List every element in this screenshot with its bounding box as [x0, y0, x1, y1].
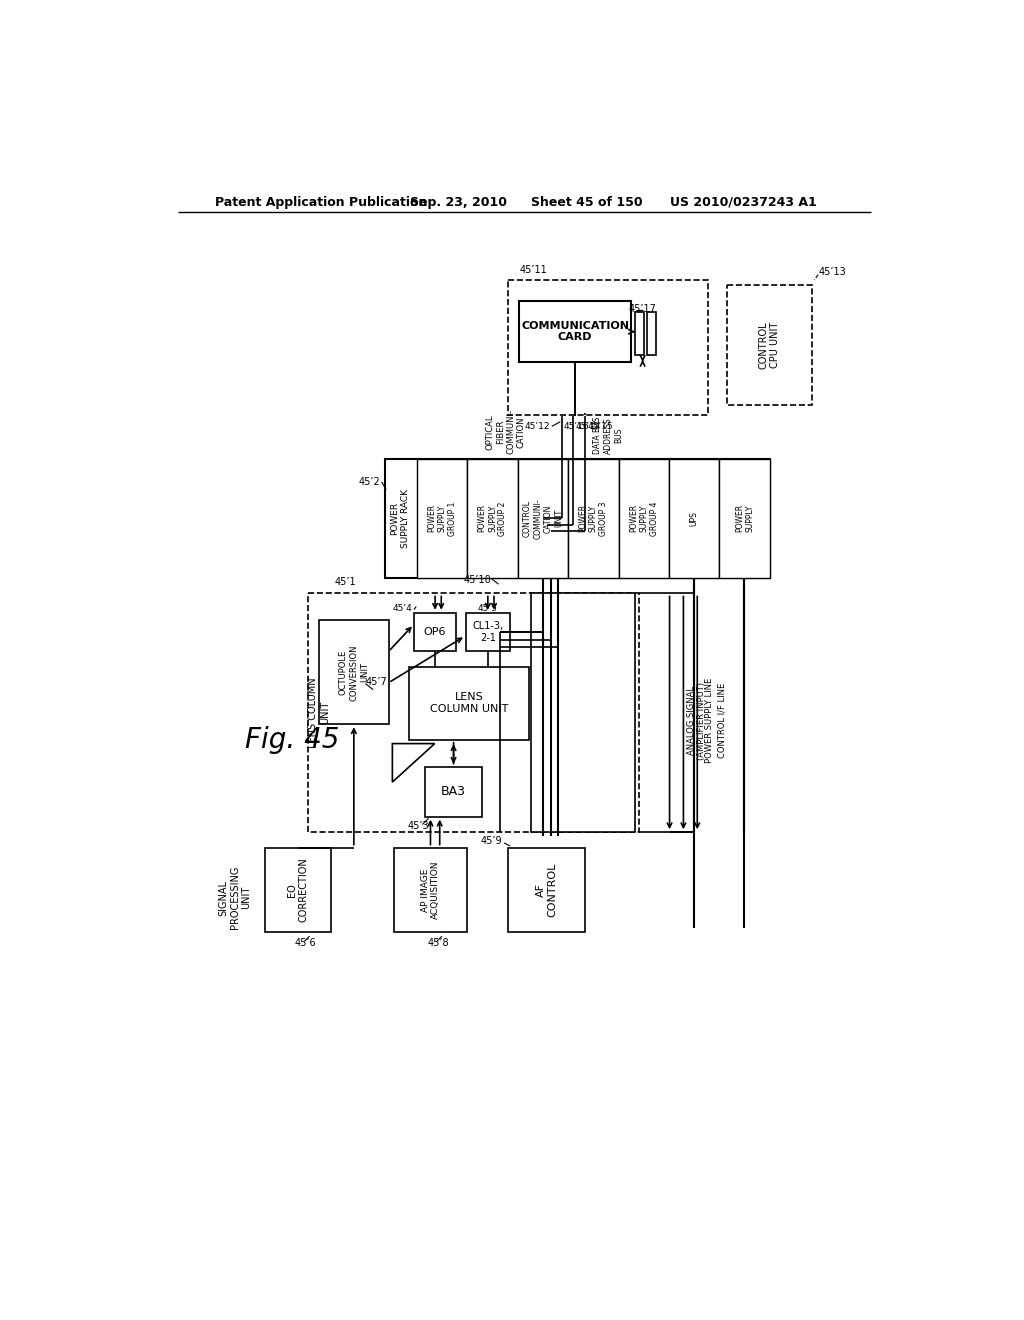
Text: CONTROL
COMMUNI-
CATION
UNIT: CONTROL COMMUNI- CATION UNIT: [523, 498, 563, 539]
Text: Patent Application Publication: Patent Application Publication: [215, 195, 428, 209]
Bar: [265, 847, 331, 932]
Text: 45’6: 45’6: [295, 939, 316, 948]
Text: US 2010/0237243 A1: US 2010/0237243 A1: [670, 195, 816, 209]
Text: LENS
COLUMN UNIT: LENS COLUMN UNIT: [430, 693, 508, 714]
Bar: [519, 301, 631, 363]
Bar: [307, 594, 639, 832]
Bar: [531, 594, 635, 832]
Text: 45’14: 45’14: [575, 422, 601, 430]
Bar: [518, 459, 568, 578]
Text: 45’7: 45’7: [366, 677, 387, 686]
Text: AF
CONTROL: AF CONTROL: [536, 863, 557, 917]
Bar: [319, 620, 388, 725]
Text: 45’2: 45’2: [359, 477, 381, 487]
Text: 45’15: 45’15: [588, 422, 613, 430]
Bar: [394, 847, 467, 932]
Text: 45’10: 45’10: [463, 576, 490, 585]
Text: 45’1: 45’1: [335, 577, 356, 587]
Text: 45’5: 45’5: [478, 603, 498, 612]
Text: POWER
SUPPLY
GROUP 2: POWER SUPPLY GROUP 2: [477, 502, 508, 536]
Text: POWER
SUPPLY
GROUP 3: POWER SUPPLY GROUP 3: [579, 502, 608, 536]
Bar: [385, 459, 770, 578]
Text: POWER
SUPPLY
GROUP 1: POWER SUPPLY GROUP 1: [427, 502, 457, 536]
Text: 45’4: 45’4: [392, 603, 413, 612]
Bar: [467, 459, 518, 578]
Text: OCTUPOLE
CONVERSION
UNIT: OCTUPOLE CONVERSION UNIT: [339, 644, 369, 701]
Bar: [410, 667, 528, 739]
Bar: [618, 459, 669, 578]
Text: EO
CORRECTION: EO CORRECTION: [288, 858, 309, 923]
Bar: [508, 280, 708, 414]
Text: CL1-3,
2-1: CL1-3, 2-1: [472, 622, 504, 643]
Text: Sep. 23, 2010: Sep. 23, 2010: [410, 195, 507, 209]
Bar: [466, 612, 510, 651]
Text: OP6: OP6: [424, 627, 446, 638]
Text: 45’3: 45’3: [408, 821, 429, 832]
Text: Sheet 45 of 150: Sheet 45 of 150: [531, 195, 643, 209]
Text: POWER
SUPPLY
GROUP 4: POWER SUPPLY GROUP 4: [629, 502, 658, 536]
Bar: [647, 313, 656, 355]
Text: POWER SUPPLY LINE: POWER SUPPLY LINE: [706, 678, 714, 763]
Text: 45’12: 45’12: [524, 422, 550, 430]
Text: AP IMAGE
ACQUISITION: AP IMAGE ACQUISITION: [421, 861, 440, 919]
Bar: [727, 285, 812, 405]
Text: 45’16: 45’16: [563, 422, 589, 430]
Text: 45’13: 45’13: [818, 268, 846, 277]
Text: 45’8: 45’8: [427, 939, 449, 948]
Text: COMMUNICATION
CARD: COMMUNICATION CARD: [521, 321, 629, 342]
Text: UPS: UPS: [689, 511, 698, 525]
Text: 45’9: 45’9: [480, 837, 502, 846]
Text: BA3: BA3: [441, 785, 466, 799]
Text: CONTROL
CPU UNIT: CONTROL CPU UNIT: [759, 321, 780, 368]
Text: SIGNAL
PROCESSING
UNIT: SIGNAL PROCESSING UNIT: [218, 866, 251, 929]
Bar: [417, 459, 467, 578]
Bar: [425, 767, 482, 817]
Text: OPTICAL
FIBER
COMMUNI-
CATION: OPTICAL FIBER COMMUNI- CATION: [485, 409, 525, 454]
Text: POWER
SUPPLY RACK: POWER SUPPLY RACK: [390, 488, 410, 548]
Bar: [508, 847, 585, 932]
Bar: [669, 459, 719, 578]
Bar: [635, 313, 644, 355]
Text: ANALOG SIGNAL
(AMPLIFIER INPUT): ANALOG SIGNAL (AMPLIFIER INPUT): [687, 681, 707, 759]
Text: 45’17: 45’17: [629, 304, 656, 314]
Text: 45’11: 45’11: [519, 265, 547, 276]
Text: LENS COLUMN
UNIT: LENS COLUMN UNIT: [308, 677, 330, 748]
Bar: [719, 459, 770, 578]
Text: POWER
SUPPLY: POWER SUPPLY: [735, 504, 754, 532]
Bar: [414, 612, 457, 651]
Text: DATA BUS
ADDRESS
BUS: DATA BUS ADDRESS BUS: [593, 417, 623, 454]
Bar: [568, 459, 618, 578]
Text: CONTROL I/F LINE: CONTROL I/F LINE: [718, 682, 726, 758]
Text: Fig. 45: Fig. 45: [245, 726, 339, 754]
